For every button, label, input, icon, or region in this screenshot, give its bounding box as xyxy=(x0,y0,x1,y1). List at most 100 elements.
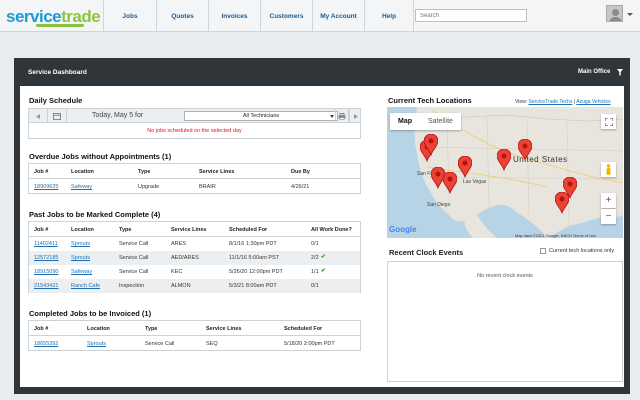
clock-empty-message: No recent clock events xyxy=(477,273,533,279)
office-selector[interactable]: Main Office xyxy=(578,69,611,75)
col-type: Type xyxy=(119,227,132,233)
nav-help[interactable]: Help xyxy=(364,0,414,32)
due-date: 4/26/21 xyxy=(291,184,310,190)
plus-icon: + xyxy=(605,195,612,206)
logo-swoosh xyxy=(36,24,84,27)
current-locations-checkbox[interactable] xyxy=(540,248,546,254)
service-line: SEQ xyxy=(206,341,218,347)
job-type: Service Call xyxy=(119,241,149,247)
table-row: 11402411 Sprouts Service Call ARES 8/1/1… xyxy=(29,237,360,251)
satellite-tab[interactable]: Satellite xyxy=(428,118,453,125)
chevron-down-icon[interactable] xyxy=(627,13,633,16)
work-done-count: 0/1 xyxy=(311,283,319,289)
map-tab[interactable]: Map xyxy=(398,118,412,125)
nav-quotes[interactable]: Quotes xyxy=(156,0,208,32)
calendar-icon xyxy=(53,112,61,120)
avatar-head xyxy=(612,9,619,16)
invoice-jobs-title: Completed Jobs to be Invoiced (1) xyxy=(29,309,152,318)
fullscreen-button[interactable] xyxy=(601,114,616,129)
overdue-jobs-table: Job # Location Type Service Lines Due By… xyxy=(28,163,361,194)
scheduled-time: 8/1/16 1:30pm PDT xyxy=(229,241,277,247)
nav-jobs[interactable]: Jobs xyxy=(103,0,156,32)
location-link[interactable]: Sprouts xyxy=(71,241,90,247)
job-type: Service Call xyxy=(145,341,175,347)
location-link[interactable]: Sprouts xyxy=(71,255,90,261)
map-attribution[interactable]: Map data ©2021 Google, INEGI Terms of Us… xyxy=(515,233,597,238)
clock-events-title: Recent Clock Events xyxy=(389,248,464,257)
scheduled-time: 11/1/16 5:00am PST xyxy=(229,255,280,261)
service-line: KEC xyxy=(171,269,183,275)
location-link[interactable]: Safeway xyxy=(71,269,93,275)
filter-icon[interactable] xyxy=(617,69,623,76)
map-pin-icon[interactable] xyxy=(518,139,532,161)
job-number-link[interactable]: 18909625 xyxy=(34,184,59,190)
pegman-icon xyxy=(606,164,611,175)
service-line: ARES xyxy=(171,241,186,247)
user-avatar[interactable] xyxy=(606,5,623,22)
map-pin-icon[interactable] xyxy=(431,167,445,189)
location-link[interactable]: Ranch Cafe xyxy=(71,283,101,289)
google-logo: Google xyxy=(389,225,417,234)
map-label-us: United States xyxy=(513,155,568,164)
servicetrade-techs-link[interactable]: ServiceTrade Techs xyxy=(528,99,573,105)
scheduled-time: 5/26/20 12:00pm PDT xyxy=(229,269,283,275)
servicetrade-logo[interactable]: servicetrade xyxy=(6,7,101,26)
job-type: Upgrade xyxy=(138,184,160,190)
job-number-link[interactable]: 12572185 xyxy=(34,255,59,261)
clock-events-box: No recent clock events xyxy=(387,261,623,382)
col-scheduled-for: Scheduled For xyxy=(284,326,323,332)
job-number-link[interactable]: 18655392 xyxy=(34,341,59,347)
azuga-vehicles-link[interactable]: Azuga Vehicles xyxy=(576,99,611,105)
job-type: Service Call xyxy=(119,269,149,275)
job-type: Inspection xyxy=(119,283,145,289)
job-number-link[interactable]: 11402411 xyxy=(34,241,58,247)
job-number-link[interactable]: 18915090 xyxy=(34,269,59,275)
scheduled-time: 5/18/20 2:00pm PDT xyxy=(284,341,335,347)
location-link[interactable]: Safeway xyxy=(71,184,93,190)
col-due-by: Due By xyxy=(291,169,310,175)
past-jobs-title: Past Jobs to be Marked Complete (4) xyxy=(29,210,161,219)
job-number-link[interactable]: 21543421 xyxy=(34,283,59,289)
top-bar xyxy=(0,0,640,32)
map-pin-icon[interactable] xyxy=(458,156,472,178)
table-header-row: Job # Location Type Service Lines Due By xyxy=(29,164,360,179)
chevron-left-icon xyxy=(36,113,40,119)
map-type-control: Map Satellite xyxy=(390,113,461,130)
map-canvas xyxy=(414,107,623,238)
col-service-lines: Service Lines xyxy=(199,169,235,175)
fullscreen-icon xyxy=(604,117,613,126)
prev-day-button[interactable] xyxy=(29,109,48,123)
service-line: BRAIR xyxy=(199,184,216,190)
next-day-button[interactable] xyxy=(349,109,362,123)
street-view-pegman[interactable] xyxy=(601,162,616,177)
col-scheduled-for: Scheduled For xyxy=(229,227,268,233)
service-line: AED/ARES xyxy=(171,255,199,261)
print-button[interactable] xyxy=(335,109,349,123)
current-locations-label: Current tech locations only xyxy=(549,248,615,254)
col-service-lines: Service Lines xyxy=(206,326,242,332)
location-link[interactable]: Sprouts xyxy=(87,341,106,347)
scheduled-time: 5/3/21 8:00am PDT xyxy=(229,283,277,289)
tech-locations-title: Current Tech Locations xyxy=(388,96,472,105)
nav-invoices[interactable]: Invoices xyxy=(208,0,260,32)
table-row: 18915090 Safeway Service Call KEC 5/26/2… xyxy=(29,265,360,279)
map-pin-icon[interactable] xyxy=(443,172,457,194)
technician-select[interactable]: All Technicians xyxy=(184,111,338,121)
map-pin-icon[interactable] xyxy=(555,192,569,214)
nav-my-account[interactable]: My Account xyxy=(312,0,364,32)
map-pin-icon[interactable] xyxy=(424,134,438,156)
col-type: Type xyxy=(138,169,151,175)
zoom-in-button[interactable]: + xyxy=(601,193,616,208)
table-row: 21543421 Ranch Cafe Inspection ALMON 5/3… xyxy=(29,279,360,293)
col-job: Job # xyxy=(34,227,49,233)
col-type: Type xyxy=(145,326,158,332)
search-input[interactable] xyxy=(415,9,527,22)
col-job: Job # xyxy=(34,326,49,332)
col-all-work-done: All Work Done? xyxy=(311,227,352,233)
nav-customers[interactable]: Customers xyxy=(260,0,312,32)
map-pin-icon[interactable] xyxy=(563,177,577,199)
calendar-button[interactable] xyxy=(48,109,67,123)
map-pin-icon[interactable] xyxy=(497,149,511,171)
zoom-out-button[interactable]: − xyxy=(601,209,616,224)
col-location: Location xyxy=(71,169,94,175)
